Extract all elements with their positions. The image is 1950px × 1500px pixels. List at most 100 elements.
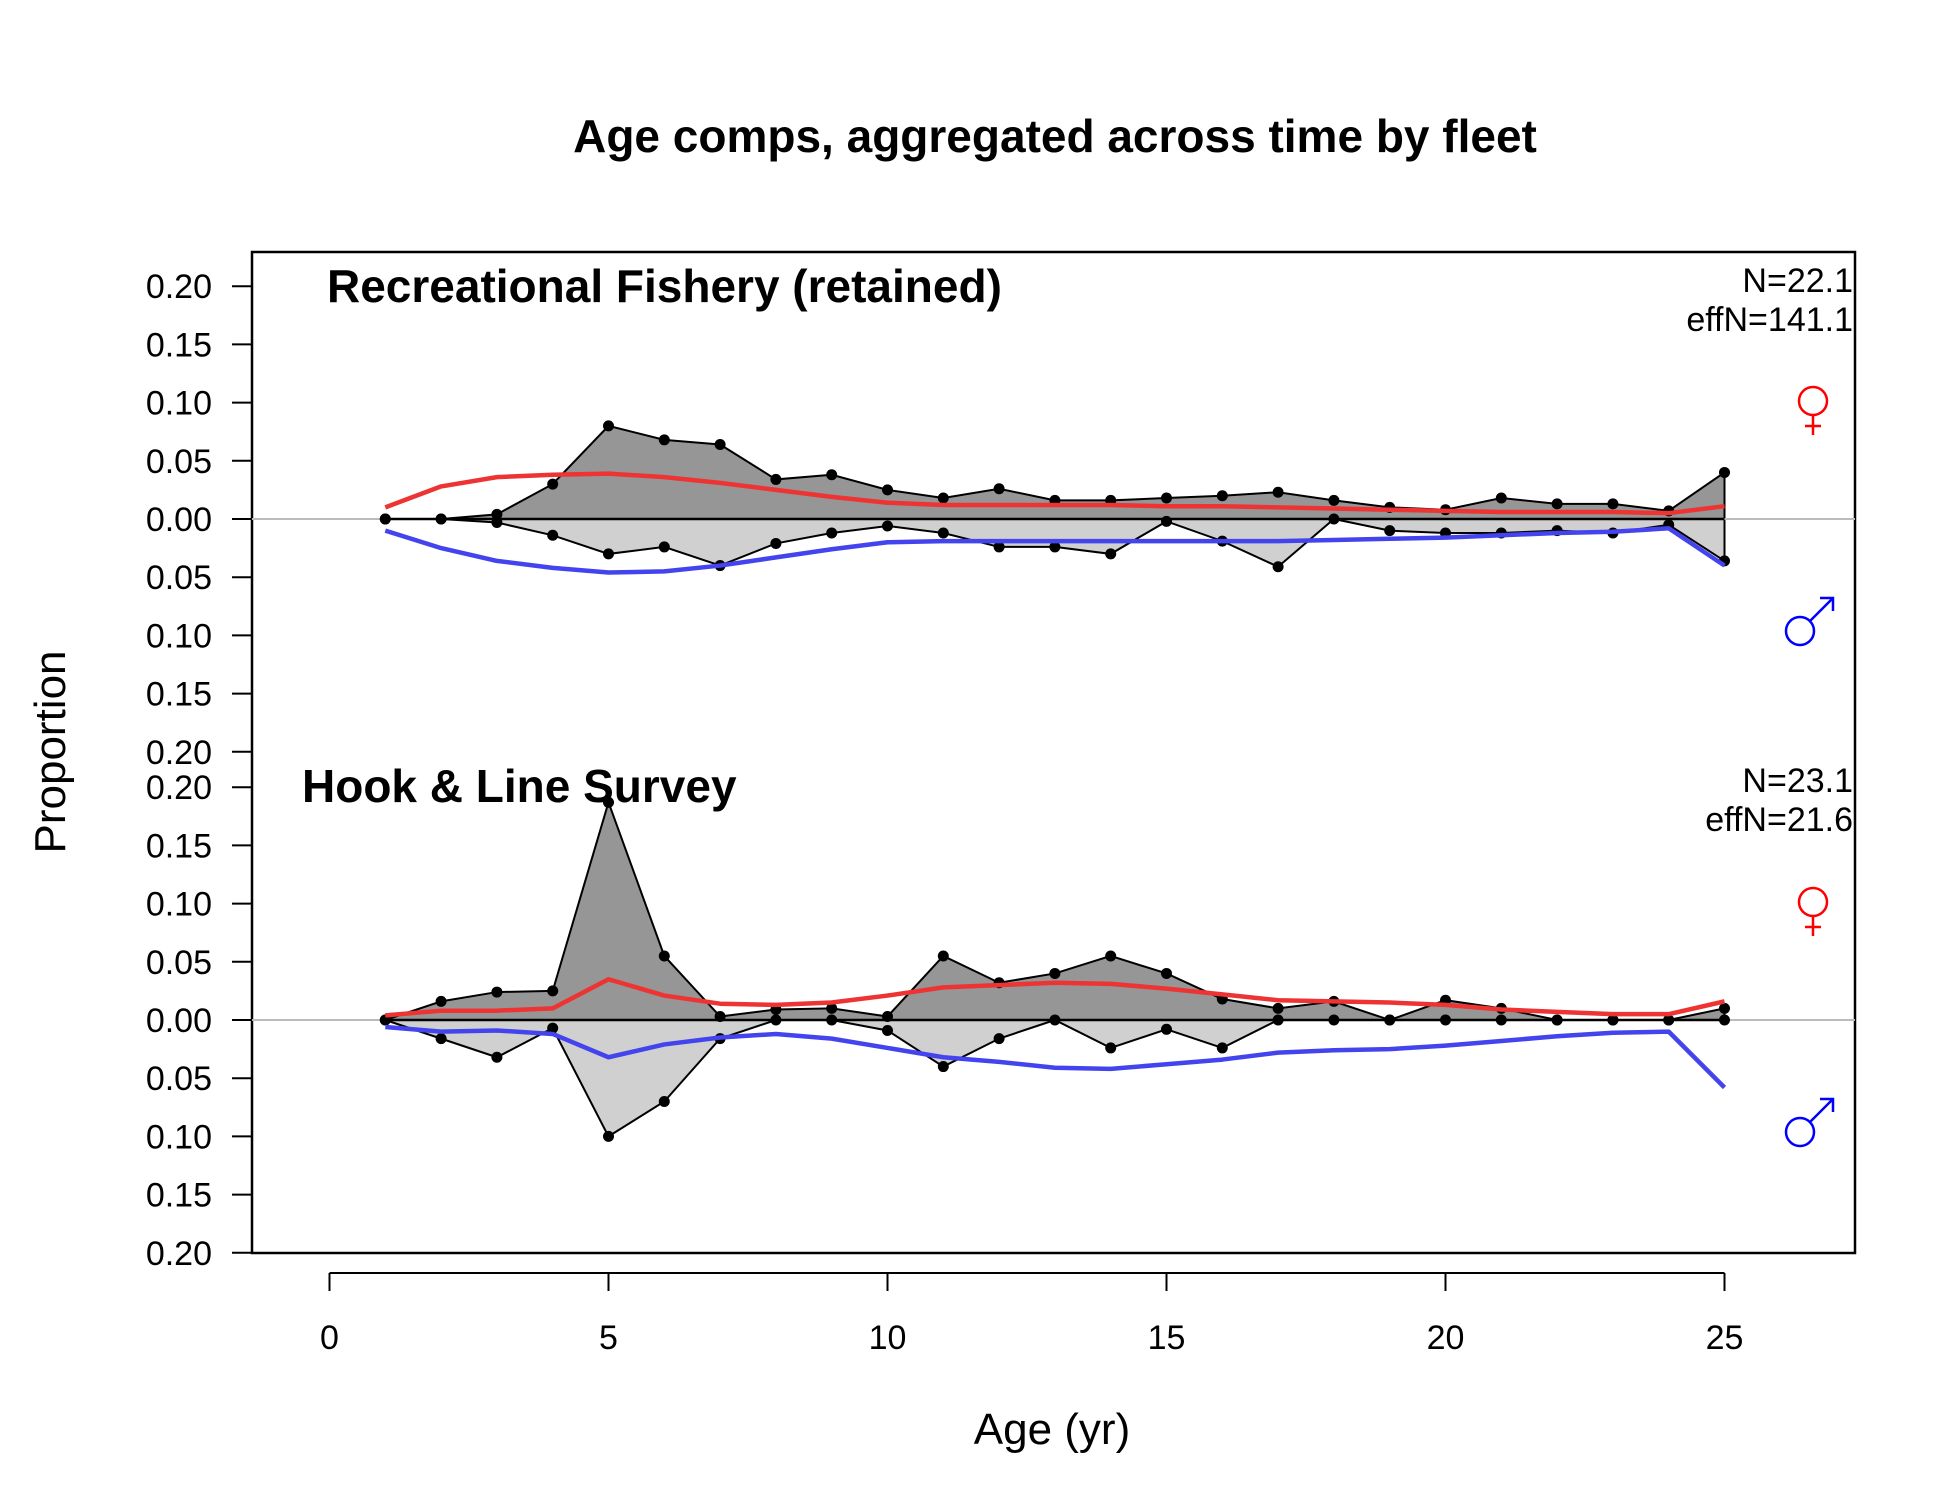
female-observed-point (1551, 498, 1563, 510)
x-tick-label: 15 (1148, 1319, 1186, 1357)
female-observed-point (1049, 967, 1061, 979)
male-observed-point (1495, 1014, 1507, 1026)
y-tick-label: 0.15 (146, 827, 212, 865)
male-observed-point (547, 529, 559, 541)
male-symbol-arrow-head (1820, 596, 1835, 611)
x-tick-label: 5 (599, 1319, 618, 1357)
male-observed-point (993, 541, 1005, 553)
x-tick-label: 0 (320, 1319, 339, 1357)
female-observed-point (603, 796, 614, 808)
male-observed-point (882, 520, 893, 532)
male-observed-point (1216, 1042, 1228, 1054)
male-observed-point (1161, 1023, 1172, 1035)
female-observed-point (993, 483, 1005, 495)
x-axis-label: Age (yr) (974, 1405, 1130, 1454)
y-tick-label: 0.15 (146, 1177, 212, 1215)
female-observed-point (1719, 466, 1730, 478)
y-tick-label: 0.05 (146, 944, 212, 982)
male-observed-point (1663, 1014, 1675, 1026)
y-tick-label: 0.10 (146, 617, 212, 655)
male-observed-point (603, 1130, 614, 1142)
female-observed-point (1161, 492, 1172, 504)
panel-2: 0.20 0.15 0.10 0.05 0.00 0.05 0.10 0.15 0.20 Hook… (146, 760, 1855, 1273)
male-expected-line (384, 526, 1726, 575)
female-observed-point (1216, 490, 1228, 502)
male-expected-line (385, 1024, 1727, 1090)
female-observed-point (714, 1011, 726, 1023)
male-observed-point (937, 527, 949, 539)
male-observed-point (1161, 515, 1172, 527)
female-observed-point (1272, 1002, 1284, 1014)
male-symbol-icon (1784, 1097, 1835, 1148)
female-observed-point (1161, 967, 1172, 979)
x-tick-label: 25 (1706, 1319, 1744, 1357)
male-observed-point (435, 1033, 447, 1045)
male-observed-point (603, 548, 614, 560)
male-symbol-icon (1784, 596, 1835, 647)
female-observed-point (1719, 1002, 1730, 1014)
male-observed-point (770, 1014, 782, 1026)
male-observed-point (1328, 1014, 1340, 1026)
female-symbol-icon (1797, 886, 1829, 936)
male-observed-point (1384, 1014, 1396, 1026)
x-axis: 0 5 10 15 20 25 (320, 1272, 1744, 1357)
male-observed-point (1049, 541, 1061, 553)
y-tick-label: 0.00 (146, 1002, 212, 1040)
male-symbol-arrow-head (1820, 1097, 1835, 1112)
female-observed-point (547, 478, 559, 490)
female-observed-point (882, 1011, 893, 1023)
male-observed-point (1384, 525, 1396, 537)
female-observed-point (658, 434, 670, 446)
female-observed-point (658, 950, 670, 962)
y-tick-label: 0.15 (146, 676, 212, 714)
y-tick-label: 0.20 (146, 1235, 212, 1273)
female-observed-point (547, 985, 559, 997)
y-tick-label: 0.05 (146, 1060, 212, 1098)
female-observed-point (770, 473, 782, 485)
male-observed-point (1105, 1042, 1117, 1054)
female-observed-area (384, 799, 1726, 1022)
male-observed-point (658, 1095, 670, 1107)
male-observed-point (826, 1014, 838, 1026)
male-observed-point (547, 1022, 559, 1034)
male-symbol-ring (1784, 1116, 1816, 1148)
male-observed-point (1272, 561, 1284, 573)
female-observed-point (937, 492, 949, 504)
x-tick-label: 20 (1427, 1319, 1465, 1357)
female-observed-point (1105, 950, 1117, 962)
female-observed-point (1272, 486, 1284, 498)
female-observed-point (1495, 492, 1507, 504)
female-symbol-icon (1797, 385, 1829, 435)
y-axis-label: Proportion (26, 650, 75, 853)
y-tick-label: 0.00 (146, 501, 212, 539)
plot-frame (250, 250, 1857, 1255)
panel-1: 0.20 0.15 0.10 0.05 0.00 0.05 0.10 0.15 0.20 Recr… (146, 260, 1855, 772)
male-observed-point (1607, 1014, 1619, 1026)
y-tick-label: 0.15 (146, 326, 212, 364)
male-observed-point (1328, 513, 1340, 525)
male-observed-point (379, 513, 391, 525)
panel-title: Hook & Line Survey (302, 760, 737, 812)
y-tick-label: 0.20 (146, 734, 212, 772)
female-observed-point (603, 420, 614, 432)
female-observed-point (491, 508, 503, 520)
male-observed-point (1440, 1014, 1451, 1026)
y-tick-label: 0.10 (146, 385, 212, 423)
x-tick-label: 10 (869, 1319, 907, 1357)
sample-size-n: N=23.1 (1742, 762, 1853, 800)
male-observed-point (1105, 548, 1117, 560)
chart-title: Age comps, aggregated across time by fle… (573, 110, 1537, 162)
sample-size-n: N=22.1 (1742, 262, 1853, 300)
male-symbol-arrow-shaft (1809, 597, 1834, 622)
y-tick-label: 0.10 (146, 1118, 212, 1156)
male-observed-point (882, 1024, 893, 1036)
male-observed-point (937, 1061, 949, 1073)
female-symbol-ring (1797, 886, 1829, 918)
male-observed-point (658, 541, 670, 553)
y-tick-label: 0.05 (146, 443, 212, 481)
male-observed-point (993, 1033, 1005, 1045)
male-observed-point (770, 537, 782, 549)
female-observed-point (882, 484, 893, 496)
male-observed-point (826, 527, 838, 539)
y-tick-label: 0.10 (146, 886, 212, 924)
